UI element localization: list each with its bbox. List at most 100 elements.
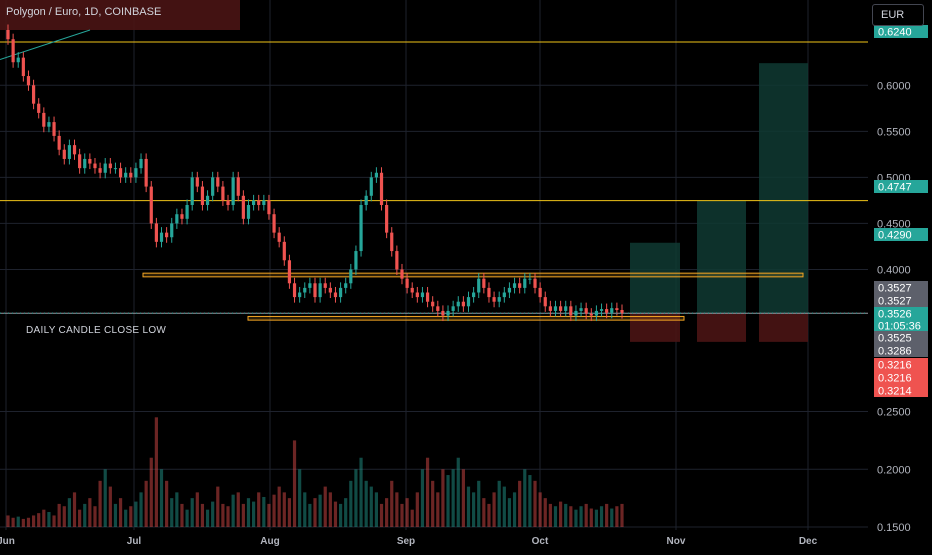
candle-body <box>216 177 220 187</box>
candle-body <box>349 269 353 284</box>
volume-tick-label: 0.2500 <box>877 407 911 419</box>
candle-body <box>405 278 409 288</box>
price-label: 0.3214 <box>878 386 912 398</box>
candle-body <box>37 103 41 113</box>
candle-body <box>93 163 97 169</box>
volume-bar <box>262 496 266 527</box>
candle-body <box>62 149 66 159</box>
price-label-bg <box>874 180 928 193</box>
volume-tick-label: 0.2000 <box>877 464 911 476</box>
volume-bar <box>487 503 491 527</box>
volume-bar <box>605 503 609 527</box>
volume-bar <box>257 492 261 527</box>
volume-bar <box>528 475 532 527</box>
candle-body <box>72 145 77 155</box>
price-label-bg <box>874 344 928 357</box>
candle-body <box>21 57 25 77</box>
volume-bar <box>298 469 302 527</box>
volume-bar <box>318 494 322 527</box>
candle-body <box>599 309 604 311</box>
volume-bar <box>374 492 378 527</box>
candle-body <box>180 214 184 219</box>
target-zone <box>759 63 808 314</box>
candle-body <box>159 232 164 242</box>
price-label: 0.3216 <box>878 373 912 385</box>
volume-bar <box>466 486 471 527</box>
volume-bar <box>154 417 158 527</box>
volume-bar <box>333 501 338 527</box>
volume-bar <box>379 503 384 527</box>
candle-body <box>231 177 235 205</box>
candle-body <box>461 301 465 307</box>
volume-bar <box>594 509 599 527</box>
volume-bar <box>599 506 604 527</box>
volume-bar <box>129 506 133 527</box>
candle-body <box>589 313 593 316</box>
volume-bar <box>369 486 373 527</box>
price-label: 0.3526 <box>878 309 912 321</box>
volume-bar <box>195 492 199 527</box>
candle-body <box>313 283 317 298</box>
candle-body <box>124 172 128 178</box>
volume-bar <box>579 506 583 527</box>
candle-body <box>620 310 624 314</box>
candle-body <box>425 292 430 302</box>
candle-body <box>144 158 148 187</box>
candle-body <box>103 163 107 173</box>
candle-body <box>170 223 174 238</box>
volume-bar <box>98 480 102 527</box>
y-tick-label: 0.6000 <box>877 80 911 92</box>
volume-bar <box>78 509 82 527</box>
price-label: 0.3527 <box>878 283 912 295</box>
price-label-bg <box>874 331 928 344</box>
volume-bar <box>400 503 404 527</box>
volume-bar <box>200 503 205 527</box>
candle-body <box>369 177 373 196</box>
volume-bar <box>446 475 450 527</box>
highlight-box <box>0 0 240 30</box>
candle-body <box>579 308 583 311</box>
volume-bar <box>139 492 143 527</box>
volume-bar <box>420 469 425 527</box>
volume-bar <box>93 506 97 527</box>
candle-body <box>518 283 522 288</box>
x-tick-label: Jul <box>127 536 142 547</box>
volume-bar <box>538 492 542 527</box>
price-label-bg <box>874 358 928 371</box>
price-label: 01:05:36 <box>878 321 921 333</box>
volume-bar <box>113 503 118 527</box>
volume-bar <box>6 515 10 527</box>
volume-bar <box>62 506 66 527</box>
candle-body <box>98 168 102 173</box>
candle-body <box>31 85 36 104</box>
daily-candle-close-low-label: DAILY CANDLE CLOSE LOW <box>26 325 167 336</box>
price-label-bg <box>874 319 928 332</box>
candle-body <box>400 269 404 279</box>
volume-bar <box>405 498 409 527</box>
candle-body <box>185 205 189 219</box>
price-label-bg <box>874 25 928 38</box>
candle-body <box>113 168 118 170</box>
candle-body <box>175 214 179 224</box>
volume-bar <box>124 509 128 527</box>
candle-body <box>436 306 440 311</box>
candle-body <box>139 158 143 169</box>
candle-body <box>26 76 31 86</box>
candle-body <box>564 306 568 311</box>
volume-bar <box>211 501 215 527</box>
candle-body <box>108 163 112 169</box>
candle-body <box>47 122 51 127</box>
candle-body <box>374 172 378 178</box>
candle-body <box>165 232 169 238</box>
candle-body <box>512 283 517 288</box>
volume-bar <box>610 508 614 527</box>
currency-button[interactable]: EUR <box>872 4 924 26</box>
stop-zone <box>759 313 808 342</box>
volume-bar <box>216 486 220 527</box>
candle-body <box>497 297 501 302</box>
candle-body <box>431 301 435 307</box>
candle-body <box>118 168 123 178</box>
candle-body <box>548 306 552 311</box>
